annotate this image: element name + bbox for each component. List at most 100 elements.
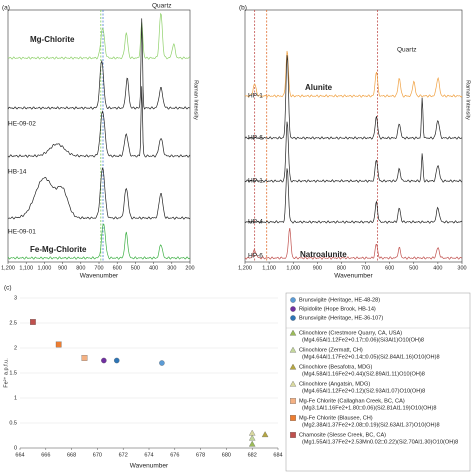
x-tick-label: 666 (41, 452, 50, 458)
data-point (101, 357, 107, 364)
spectrum-trace (244, 50, 463, 98)
data-point (248, 429, 256, 436)
legend-frame (285, 292, 471, 472)
y-tick-label: 3 (14, 295, 17, 301)
x-tick-label: 700 (361, 265, 370, 271)
x-tick-label: 600 (113, 265, 122, 271)
x-tick-label: 500 (409, 265, 418, 271)
legend-marker (290, 315, 296, 321)
x-tick-label: 300 (167, 265, 176, 271)
plot-frame (7, 9, 191, 263)
legend-marker (289, 380, 297, 387)
legend-formula: (Mg4.65Al1.12Fe2+0.12)(Si2.93Al1.07)O10(… (302, 388, 425, 394)
annotation: HE-09-02 (8, 121, 36, 128)
legend-formula: (Mg4.64Al1.17Fe2+0.14□0.05)(Si2.84Al1.16… (302, 354, 440, 360)
spectrum-trace (7, 167, 191, 220)
y-tick-label: 0 (14, 445, 17, 451)
legend-marker (290, 415, 296, 421)
spectrum-trace (7, 223, 191, 260)
legend-label: Clinochlore (Angatsin, MDG) (299, 381, 370, 387)
x-tick-label: 672 (119, 452, 128, 458)
y-tick-label: 2 (14, 345, 17, 351)
data-point (248, 440, 256, 447)
x-tick-label: 674 (144, 452, 153, 458)
x-axis-label: Wavenumber (80, 273, 119, 280)
x-tick-label: 200 (185, 265, 194, 271)
x-tick-label: 300 (457, 265, 466, 271)
y-tick-label: 2.5 (9, 320, 17, 326)
annotation: HP-6 (248, 253, 263, 260)
panel-label: (a) (2, 5, 10, 12)
x-tick-label: 664 (15, 452, 24, 458)
data-point (114, 357, 120, 364)
legend-label: Chamosite (Slesse Creek, BC, CA) (299, 432, 386, 438)
x-tick-label: 676 (170, 452, 179, 458)
x-tick-label: 900 (313, 265, 322, 271)
x-tick-label: 1,100 (19, 265, 33, 271)
data-point (248, 434, 256, 441)
annotation: HP-4 (248, 219, 263, 226)
spectrum-trace (7, 18, 191, 110)
x-tick-label: 1,000 (286, 265, 300, 271)
x-tick-label: 1,200 (1, 265, 15, 271)
legend-formula: (Mg2.38Al1.37Fe2+2.08□0.19)(Si2.63Al1.37… (302, 422, 440, 428)
x-tick-label: 400 (149, 265, 158, 271)
x-tick-label: 668 (67, 452, 76, 458)
y-axis-label: Fe²⁺ a.p.f.u. (2, 358, 9, 388)
legend-label: Clinochlore (Besafotra, MDG) (299, 364, 373, 370)
legend-label: Brunsvigite (Heritage, HE-48-28) (299, 297, 380, 303)
spectrum-trace (244, 228, 463, 260)
data-point (81, 355, 88, 361)
legend-label: Mg-Fe Chlorite (Blausee, CH) (299, 415, 373, 421)
spectrum-trace (244, 55, 463, 140)
x-tick-label: 1,200 (238, 265, 252, 271)
legend-label: Mg-Fe Chlorite (Callaghan Creek, BC, CA) (299, 398, 405, 404)
spectrum-trace (244, 168, 463, 224)
legend-label: Ripidolite (Hope Brook, HB-14) (299, 306, 376, 312)
annotation: Quartz (397, 47, 417, 54)
x-tick-label: 678 (196, 452, 205, 458)
panel-label: (b) (239, 5, 247, 12)
spectrum-trace (244, 121, 463, 183)
y-tick-label: 1 (14, 395, 17, 401)
data-point (159, 360, 165, 366)
data-point (55, 341, 62, 348)
legend-marker (290, 297, 296, 303)
legend-label: Brunsvigite (Heritage, HE-36-107) (299, 315, 383, 321)
legend-formula: (Mg4.58Al1.16Fe2+0.44)(Si2.89Al1.11)O10(… (302, 371, 425, 377)
legend-marker (289, 329, 297, 336)
annotation: HP-6 (248, 135, 263, 142)
legend-label: Clinochlore (Crestmore Quarry, CA, USA) (299, 330, 402, 336)
x-tick-label: 400 (433, 265, 442, 271)
annotation: HP-1 (248, 178, 263, 185)
x-tick-label: 682 (248, 452, 257, 458)
legend-marker (290, 398, 296, 404)
x-axis-label: Wavenumber (130, 463, 169, 470)
annotation: HP-1 (248, 93, 263, 100)
annotation: HE-09-01 (8, 229, 36, 236)
legend-marker (289, 346, 297, 353)
annotation: Alunite (305, 83, 333, 92)
x-tick-label: 800 (337, 265, 346, 271)
y-tick-label: 0.5 (9, 420, 17, 426)
annotation: Mg-Chlorite (30, 35, 75, 44)
y-axis-label: Raman Intensity (193, 80, 199, 120)
annotation: Natroalunite (300, 250, 347, 259)
legend-formula: (Mg1.55Al1.37Fe2+2.53Mn0.02□0.22)(Si2.70… (302, 439, 458, 445)
data-point (30, 319, 36, 325)
annotation: Quartz (152, 3, 172, 10)
legend-marker (290, 432, 296, 438)
x-axis-label: Wavenumber (334, 273, 373, 280)
data-point (261, 431, 269, 438)
spectrum-trace (7, 86, 191, 158)
x-tick-label: 600 (385, 265, 394, 271)
x-tick-label: 680 (222, 452, 231, 458)
spectrum-trace (7, 12, 191, 60)
legend-marker (290, 306, 296, 312)
y-axis-label: Raman Intensity (465, 80, 471, 120)
x-tick-label: 1,100 (262, 265, 276, 271)
legend-marker (289, 363, 297, 370)
x-tick-label: 700 (94, 265, 103, 271)
legend-formula: (Mg4.65Al1.12Fe2+0.17□0.06)(Si3Al1)O10(O… (302, 337, 424, 343)
